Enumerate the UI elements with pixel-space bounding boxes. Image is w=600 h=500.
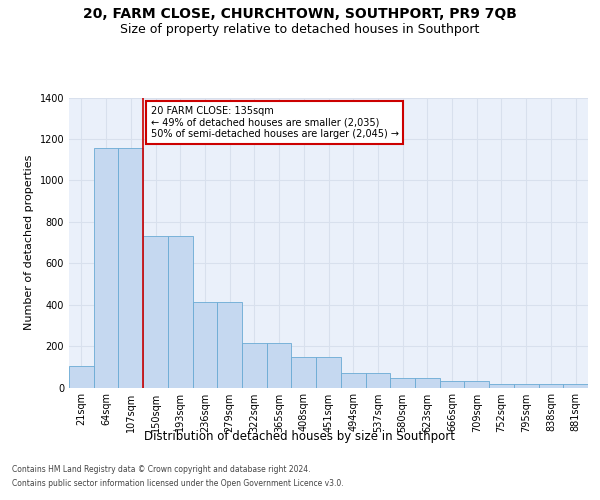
Y-axis label: Number of detached properties: Number of detached properties — [24, 155, 34, 330]
Text: Size of property relative to detached houses in Southport: Size of property relative to detached ho… — [121, 22, 479, 36]
Bar — [193, 302, 217, 388]
Bar — [94, 148, 118, 388]
Bar — [415, 378, 440, 388]
Bar — [341, 373, 365, 388]
Bar — [69, 366, 94, 388]
Bar — [440, 382, 464, 388]
Text: Contains public sector information licensed under the Open Government Licence v3: Contains public sector information licen… — [12, 478, 344, 488]
Bar — [316, 357, 341, 388]
Bar — [390, 378, 415, 388]
Bar — [464, 382, 489, 388]
Text: 20, FARM CLOSE, CHURCHTOWN, SOUTHPORT, PR9 7QB: 20, FARM CLOSE, CHURCHTOWN, SOUTHPORT, P… — [83, 8, 517, 22]
Text: 20 FARM CLOSE: 135sqm
← 49% of detached houses are smaller (2,035)
50% of semi-d: 20 FARM CLOSE: 135sqm ← 49% of detached … — [151, 106, 398, 139]
Bar — [292, 357, 316, 388]
Bar — [118, 148, 143, 388]
Bar — [143, 236, 168, 388]
Bar — [217, 302, 242, 388]
Bar — [168, 236, 193, 388]
Bar — [489, 384, 514, 388]
Bar — [539, 384, 563, 388]
Text: Contains HM Land Registry data © Crown copyright and database right 2024.: Contains HM Land Registry data © Crown c… — [12, 465, 311, 474]
Bar — [365, 373, 390, 388]
Text: Distribution of detached houses by size in Southport: Distribution of detached houses by size … — [145, 430, 455, 443]
Bar — [514, 384, 539, 388]
Bar — [242, 343, 267, 388]
Bar — [267, 343, 292, 388]
Bar — [563, 384, 588, 388]
